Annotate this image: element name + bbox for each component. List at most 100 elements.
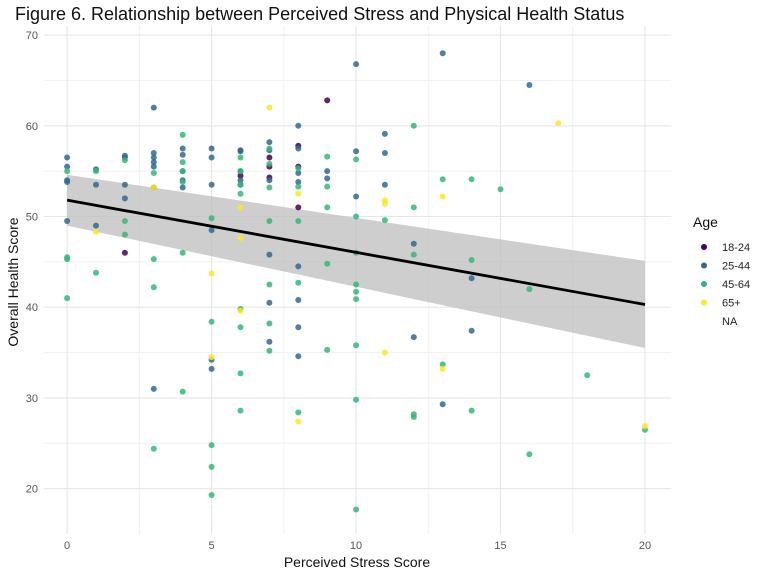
data-point [266,320,273,327]
x-axis-ticks: 0 5 10 15 20 [64,540,651,552]
data-point [208,270,215,277]
data-point [179,159,186,166]
data-point [266,184,273,191]
data-point [150,184,157,191]
y-tick-label: 20 [26,484,38,496]
data-point [150,445,157,452]
data-point [179,179,186,185]
legend-key [701,262,707,269]
data-point [208,181,215,188]
data-point [237,307,244,314]
data-point [237,235,244,242]
data-point [295,204,302,211]
data-point [208,365,215,372]
chart-title: Figure 6. Relationship between Perceived… [15,4,624,24]
data-point [179,388,186,395]
data-point [439,365,446,372]
data-points [64,50,648,513]
data-point [295,297,302,303]
data-point [497,186,504,193]
data-point [295,145,302,152]
data-point [237,168,244,175]
data-point [64,295,71,302]
legend-key [701,281,707,287]
data-point [381,181,388,188]
data-point [324,204,331,211]
data-point [150,256,157,263]
data-point [381,130,388,137]
data-point [150,284,157,291]
data-point [208,442,215,449]
data-point [208,354,215,361]
data-point [353,288,360,295]
data-point [237,177,244,184]
data-point [324,97,331,104]
data-point [295,165,302,172]
data-point [353,61,360,68]
data-point [121,231,128,238]
data-point [295,218,302,224]
data-point [237,190,244,197]
data-point [410,122,417,129]
data-point [121,249,128,256]
data-point [584,372,591,379]
data-point [208,318,215,325]
minor-gridlines [44,26,671,534]
data-point [121,152,128,159]
data-point [295,183,302,190]
data-point [295,170,302,176]
data-point [237,181,244,188]
regression-line [66,198,646,306]
data-point [93,222,99,229]
data-point [353,156,360,163]
data-point [295,409,302,416]
legend-label: 65+ [722,298,741,310]
data-point [150,104,157,111]
legend: Age 18-24 25-44 45-64 65+ NA [693,214,750,328]
data-point [381,150,388,156]
data-point [295,279,302,286]
x-tick-label: 5 [209,540,215,552]
data-point [208,145,215,152]
data-point [381,217,388,224]
data-point [266,139,273,146]
data-point [526,286,533,293]
data-point [266,160,273,167]
data-point [353,213,360,220]
data-point [208,227,215,234]
data-point [439,401,446,408]
data-point [208,463,215,470]
data-point [237,172,244,179]
data-point [208,492,215,498]
data-point [266,251,273,258]
data-point [381,197,388,204]
data-point [353,396,360,403]
x-axis-label: Perceived Stress Score [284,554,430,570]
data-point [410,334,417,341]
data-point [150,159,157,166]
data-point [324,260,331,267]
x-tick-label: 15 [494,540,506,552]
data-point [324,168,331,175]
data-point [121,157,128,164]
data-point [121,218,128,224]
data-point [266,299,273,306]
data-point [266,218,273,224]
data-point [353,296,360,303]
y-axis-ticks: 20 30 40 50 60 70 [26,30,38,496]
data-point [121,181,128,188]
legend-title: Age [693,214,718,230]
data-point [150,163,157,170]
data-point [468,275,475,282]
data-point [295,418,302,425]
data-point [266,347,273,354]
data-point [439,50,446,57]
data-point [468,257,475,263]
y-tick-label: 70 [26,30,38,42]
data-point [410,251,417,258]
trend-line [66,198,646,306]
data-point [266,338,273,345]
data-point [468,327,475,334]
data-point [439,176,446,183]
